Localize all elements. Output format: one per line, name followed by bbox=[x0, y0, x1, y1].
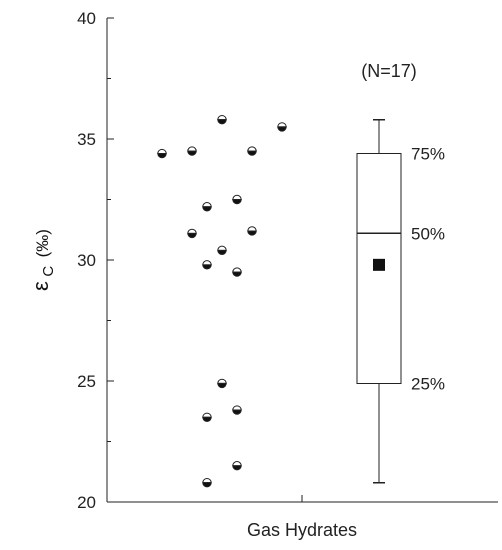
data-point-lower-half bbox=[247, 230, 257, 236]
percentile-label: 50% bbox=[411, 224, 445, 243]
data-point bbox=[202, 412, 212, 422]
data-point-upper-half bbox=[232, 267, 242, 273]
data-point-upper-half bbox=[202, 202, 212, 208]
data-point-lower-half bbox=[232, 465, 242, 471]
data-point-upper-half bbox=[277, 122, 287, 128]
mean-marker bbox=[373, 258, 385, 271]
data-point-upper-half bbox=[202, 260, 212, 266]
data-point-upper-half bbox=[187, 228, 197, 234]
data-point-upper-half bbox=[202, 412, 212, 418]
data-point-lower-half bbox=[232, 271, 242, 277]
data-point-lower-half bbox=[247, 150, 257, 156]
data-point-lower-half bbox=[202, 206, 212, 212]
percentile-label: 75% bbox=[411, 145, 445, 164]
data-point-upper-half bbox=[217, 114, 227, 121]
data-point-upper-half bbox=[247, 226, 257, 232]
y-axis-label-unit: (‰) bbox=[33, 229, 52, 257]
data-point-lower-half bbox=[187, 232, 197, 239]
y-axis-label-subscript: C bbox=[40, 266, 57, 277]
data-point bbox=[247, 226, 257, 236]
data-point bbox=[157, 148, 167, 159]
y-axis-label: ε C (‰) bbox=[28, 229, 57, 291]
y-axis-label-symbol: ε bbox=[28, 281, 53, 291]
data-point-upper-half bbox=[202, 477, 212, 484]
data-point-upper-half bbox=[187, 146, 197, 152]
data-point-upper-half bbox=[247, 146, 257, 152]
data-point bbox=[277, 122, 287, 132]
data-point-lower-half bbox=[202, 482, 212, 488]
x-category-label: Gas Hydrates bbox=[247, 520, 357, 540]
interquartile-box bbox=[356, 152, 402, 385]
data-point-lower-half bbox=[217, 119, 227, 125]
data-point bbox=[232, 461, 242, 471]
data-point bbox=[232, 194, 242, 205]
data-point-upper-half bbox=[217, 245, 227, 251]
data-point bbox=[217, 378, 227, 389]
data-point bbox=[217, 245, 227, 256]
data-point-lower-half bbox=[217, 249, 227, 256]
data-point-lower-half bbox=[232, 199, 242, 205]
y-tick-label: 35 bbox=[77, 130, 96, 149]
data-point bbox=[217, 114, 227, 125]
data-point bbox=[247, 146, 257, 156]
data-point bbox=[202, 260, 212, 270]
axes bbox=[106, 18, 498, 503]
chart-labels: 75% 50% 25% bbox=[411, 145, 445, 394]
y-tick-label: 20 bbox=[77, 493, 96, 512]
y-tick-label: 25 bbox=[77, 372, 96, 391]
data-point-lower-half bbox=[202, 264, 212, 270]
y-tick-label: 40 bbox=[77, 9, 96, 28]
data-point-upper-half bbox=[157, 148, 167, 155]
data-point bbox=[202, 202, 212, 212]
y-axis-ticks: 20 25 30 35 40 bbox=[77, 9, 114, 512]
data-point-lower-half bbox=[232, 409, 242, 415]
data-point-lower-half bbox=[217, 382, 227, 389]
scatter-points bbox=[157, 114, 287, 488]
data-point-lower-half bbox=[187, 150, 197, 156]
data-point-lower-half bbox=[277, 126, 287, 132]
data-point-lower-half bbox=[202, 416, 212, 422]
percentile-label: 25% bbox=[411, 374, 445, 393]
data-point-lower-half bbox=[157, 153, 167, 159]
data-point-upper-half bbox=[232, 405, 242, 411]
data-point bbox=[187, 146, 197, 156]
box-plot bbox=[356, 118, 402, 484]
data-point bbox=[202, 477, 212, 488]
data-point bbox=[232, 267, 242, 277]
data-point bbox=[232, 405, 242, 415]
y-tick-label: 30 bbox=[77, 251, 96, 270]
data-point-upper-half bbox=[232, 461, 242, 467]
data-point-upper-half bbox=[232, 194, 242, 200]
data-point bbox=[187, 228, 197, 239]
data-point-upper-half bbox=[217, 378, 227, 384]
sample-count-label: (N=17) bbox=[361, 61, 417, 81]
